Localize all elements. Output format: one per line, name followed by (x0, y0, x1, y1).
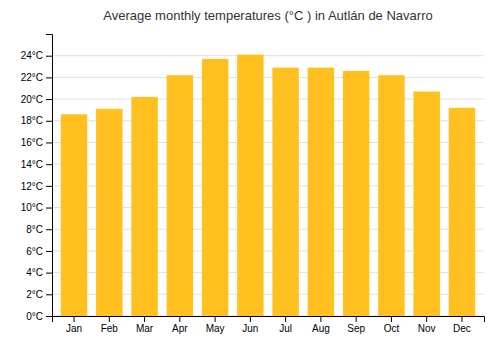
tick-mark (46, 294, 52, 295)
tick-mark (46, 99, 52, 100)
tick: Jul (279, 316, 292, 334)
tick-label: 12°C (21, 181, 43, 192)
tick-mark (215, 316, 216, 322)
bar (237, 55, 263, 316)
bar (413, 91, 439, 316)
axis-line (46, 35, 53, 317)
bar (308, 68, 334, 316)
tick: 14°C (21, 159, 52, 170)
tick: 20°C (21, 94, 52, 105)
tick-label: Jun (242, 323, 258, 334)
tick: May (206, 316, 225, 334)
tick-label: Apr (172, 323, 188, 334)
tick: Feb (101, 316, 119, 334)
tick-label: 4°C (26, 267, 43, 278)
tick: 2°C (26, 289, 52, 300)
tick-label: Sep (347, 323, 365, 334)
bar (378, 75, 404, 316)
bar (167, 75, 193, 316)
grid-line (52, 77, 484, 78)
tick-mark (46, 316, 52, 317)
bar (61, 114, 87, 316)
tick-mark (356, 316, 357, 322)
tick-mark (109, 316, 110, 322)
tick: 24°C (21, 50, 52, 61)
bar (131, 97, 157, 316)
bar (96, 109, 122, 316)
tick-mark (46, 229, 52, 230)
tick-mark (250, 316, 251, 322)
tick: Mar (136, 316, 154, 334)
tick-mark (46, 186, 52, 187)
tick: Jun (242, 316, 258, 334)
title: Average monthly temperatures (°C ) in Au… (103, 8, 432, 23)
tick: 12°C (21, 181, 52, 192)
tick: 16°C (21, 137, 52, 148)
tick-label: Aug (312, 323, 330, 334)
tick-mark (426, 316, 427, 322)
tick-label: Dec (453, 323, 471, 334)
x-axis: Jan Feb Mar Apr May Jun Jul Aug Sep Oct Nov Dec (53, 316, 485, 334)
tick: Nov (418, 316, 436, 334)
tick-label: 22°C (21, 72, 43, 83)
tick-label: 14°C (21, 159, 43, 170)
tick-label: 10°C (21, 202, 43, 213)
tick: Jan (66, 316, 82, 334)
tick: 18°C (21, 115, 52, 126)
bar (343, 71, 369, 316)
tick-mark (144, 316, 145, 322)
bar (202, 59, 228, 316)
tick: Dec (453, 316, 471, 334)
tick-mark (46, 251, 52, 252)
tick-label: 18°C (21, 115, 43, 126)
tick-label: Feb (101, 323, 119, 334)
tick-mark (46, 121, 52, 122)
tick-mark (461, 316, 462, 322)
tick-label: Nov (418, 323, 436, 334)
grid-line (52, 55, 484, 56)
tick-mark (46, 142, 52, 143)
tick: 10°C (21, 202, 52, 213)
tick-mark (46, 273, 52, 274)
tick-mark (74, 316, 75, 322)
tick: 4°C (26, 267, 52, 278)
tick-label: Jan (66, 323, 82, 334)
plot-area: 0°C 2°C 4°C 6°C 8°C 10°C 12°C 14°C 16°C 18°C 20°C 2… (21, 35, 485, 335)
tick-mark (179, 316, 180, 322)
tick: Aug (312, 316, 330, 334)
tick-label: 24°C (21, 50, 43, 61)
grid (52, 56, 484, 316)
tick: Apr (172, 316, 188, 334)
tick: 0°C (26, 311, 52, 322)
tick-label: May (206, 323, 225, 334)
tick: 6°C (26, 246, 52, 257)
tick: 22°C (21, 72, 52, 83)
tick-mark (391, 316, 392, 322)
bar (449, 108, 475, 316)
tick-mark (46, 208, 52, 209)
chart: 0°C 2°C 4°C 6°C 8°C 10°C 12°C 14°C 16°C 18°C 20°C 2… (0, 0, 500, 350)
tick-label: 8°C (26, 224, 43, 235)
tick: Sep (347, 316, 365, 334)
tick-label: Jul (279, 323, 292, 334)
tick-label: 6°C (26, 246, 43, 257)
tick-mark (46, 56, 52, 57)
tick-mark (320, 316, 321, 322)
bars (61, 55, 475, 316)
y-axis: 0°C 2°C 4°C 6°C 8°C 10°C 12°C 14°C 16°C 18°C 20°C 2… (21, 35, 53, 322)
tick-label: 2°C (26, 289, 43, 300)
tick-label: Mar (136, 323, 154, 334)
bar (272, 68, 298, 316)
tick-mark (285, 316, 286, 322)
tick: Oct (384, 316, 400, 334)
tick-label: 16°C (21, 137, 43, 148)
tick: 8°C (26, 224, 52, 235)
tick-label: 20°C (21, 94, 43, 105)
tick-mark (46, 77, 52, 78)
tick-mark (46, 164, 52, 165)
tick-label: Oct (384, 323, 400, 334)
axis-line (53, 317, 485, 323)
tick-label: 0°C (26, 311, 43, 322)
